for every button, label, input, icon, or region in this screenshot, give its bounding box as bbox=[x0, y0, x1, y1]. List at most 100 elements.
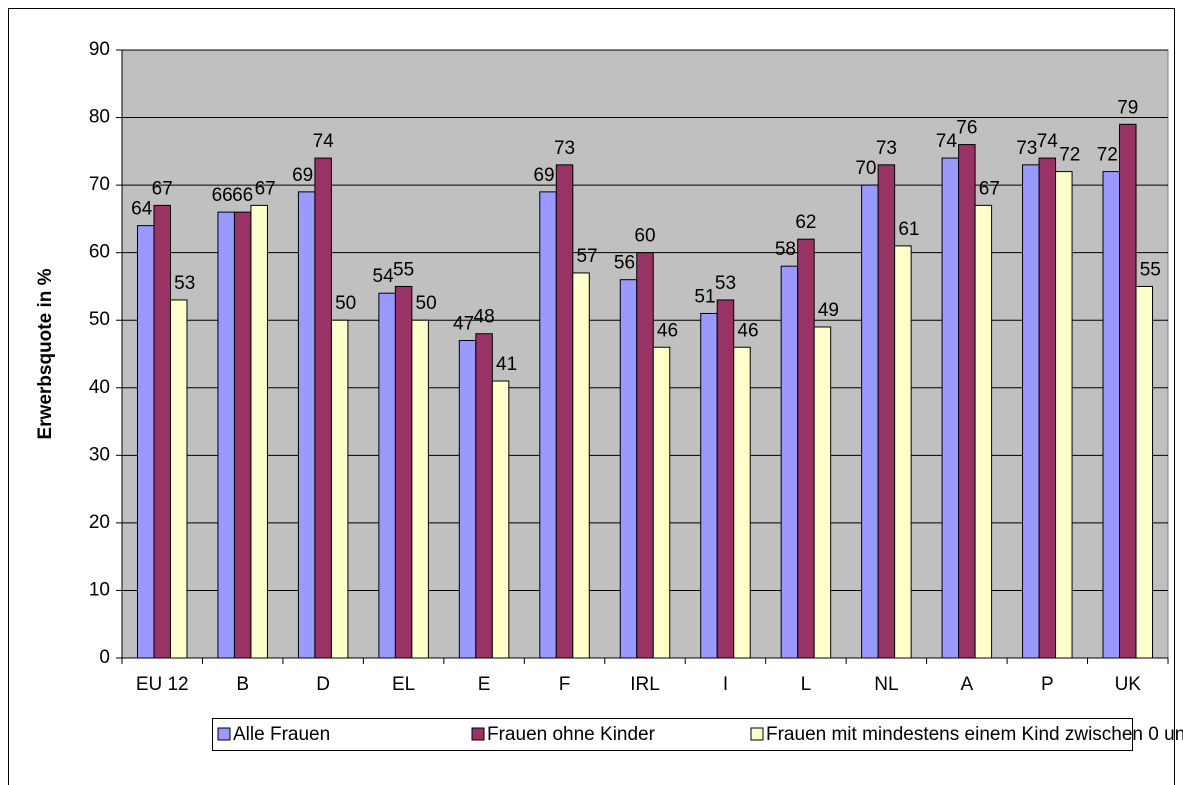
x-tick-label: UK bbox=[1115, 674, 1142, 695]
data-label: 66 bbox=[232, 185, 253, 206]
bar bbox=[652, 346, 671, 659]
x-tick-label: B bbox=[236, 674, 249, 695]
data-label: 64 bbox=[131, 199, 153, 220]
chart-border bbox=[8, 8, 1175, 785]
data-label: 50 bbox=[335, 293, 356, 314]
bar bbox=[700, 312, 718, 659]
bar bbox=[555, 164, 574, 659]
bar bbox=[458, 339, 477, 659]
y-tick-label: 60 bbox=[89, 242, 110, 263]
data-label: 72 bbox=[1059, 145, 1080, 166]
data-label: 46 bbox=[737, 320, 758, 341]
bar bbox=[941, 157, 960, 659]
data-label: 69 bbox=[292, 165, 313, 186]
bar bbox=[297, 191, 316, 659]
data-label: 76 bbox=[956, 118, 977, 139]
bar bbox=[733, 346, 751, 659]
data-label: 46 bbox=[657, 320, 678, 341]
legend-label: Frauen mit mindestens einem Kind zwische… bbox=[766, 724, 1183, 745]
data-label: 67 bbox=[255, 178, 276, 199]
x-tick-label: F bbox=[559, 674, 571, 695]
bar bbox=[572, 272, 590, 659]
x-tick-label: P bbox=[1041, 674, 1054, 695]
y-tick-label: 0 bbox=[99, 647, 110, 668]
bar bbox=[217, 211, 235, 659]
bar bbox=[233, 211, 252, 659]
bar bbox=[1022, 164, 1040, 659]
data-label: 74 bbox=[936, 131, 958, 152]
bar bbox=[1102, 171, 1121, 659]
bar bbox=[1038, 157, 1057, 659]
bar bbox=[1055, 171, 1073, 659]
bar bbox=[861, 184, 879, 659]
data-label: 69 bbox=[533, 165, 554, 186]
y-tick-label: 40 bbox=[89, 377, 110, 398]
data-label: 67 bbox=[979, 178, 1000, 199]
bar bbox=[1135, 285, 1154, 659]
data-label: 56 bbox=[614, 253, 635, 274]
bar bbox=[169, 299, 188, 659]
data-label: 61 bbox=[898, 219, 919, 240]
bar bbox=[378, 292, 396, 659]
y-axis-title: Erwerbsquote in % bbox=[35, 268, 56, 439]
bar bbox=[330, 319, 349, 659]
bar bbox=[394, 285, 413, 659]
bar bbox=[475, 333, 493, 659]
data-label: 74 bbox=[1037, 131, 1059, 152]
y-tick-label: 30 bbox=[89, 444, 110, 465]
legend-label: Alle Frauen bbox=[233, 724, 330, 745]
bar bbox=[636, 252, 654, 659]
data-label: 53 bbox=[715, 273, 736, 294]
legend-swatch bbox=[750, 727, 764, 741]
data-label: 54 bbox=[373, 266, 395, 287]
bar bbox=[813, 326, 832, 659]
x-tick-label: NL bbox=[874, 674, 898, 695]
bar bbox=[958, 144, 976, 659]
data-label: 41 bbox=[496, 354, 517, 375]
data-label: 55 bbox=[393, 259, 414, 280]
x-tick-label: D bbox=[316, 674, 330, 695]
y-tick-label: 90 bbox=[89, 39, 110, 60]
data-label: 72 bbox=[1097, 145, 1118, 166]
bar bbox=[780, 265, 799, 659]
legend-swatch bbox=[471, 727, 485, 741]
data-label: 50 bbox=[416, 293, 437, 314]
data-label: 48 bbox=[474, 307, 495, 328]
data-label: 73 bbox=[876, 138, 897, 159]
data-label: 57 bbox=[576, 246, 597, 267]
data-label: 47 bbox=[453, 314, 474, 335]
legend-box bbox=[212, 718, 1133, 751]
bar bbox=[894, 245, 912, 659]
bar bbox=[619, 279, 638, 659]
bar bbox=[1119, 123, 1137, 659]
y-tick-label: 80 bbox=[89, 107, 110, 128]
bar bbox=[411, 319, 429, 659]
x-tick-label: EU 12 bbox=[136, 674, 189, 695]
y-tick-label: 70 bbox=[89, 174, 110, 195]
bar bbox=[974, 204, 993, 659]
bar bbox=[797, 238, 815, 659]
x-tick-label: I bbox=[723, 674, 728, 695]
y-tick-label: 20 bbox=[89, 512, 110, 533]
data-label: 60 bbox=[634, 226, 655, 247]
legend-label: Frauen ohne Kinder bbox=[487, 724, 656, 745]
data-label: 79 bbox=[1117, 97, 1138, 118]
bar bbox=[153, 204, 171, 659]
bar bbox=[539, 191, 557, 659]
y-tick-label: 10 bbox=[89, 579, 110, 600]
y-tick-label: 50 bbox=[89, 309, 110, 330]
x-tick-label: L bbox=[801, 674, 812, 695]
x-tick-label: A bbox=[961, 674, 974, 695]
data-label: 51 bbox=[694, 286, 715, 307]
data-label: 55 bbox=[1140, 259, 1161, 280]
data-label: 67 bbox=[152, 178, 173, 199]
data-label: 73 bbox=[554, 138, 575, 159]
bar bbox=[314, 157, 332, 659]
data-label: 66 bbox=[212, 185, 233, 206]
data-label: 62 bbox=[795, 212, 816, 233]
bar bbox=[250, 204, 268, 659]
data-label: 58 bbox=[775, 239, 796, 260]
x-tick-label: IRL bbox=[630, 674, 660, 695]
bar bbox=[491, 380, 510, 659]
x-tick-label: E bbox=[478, 674, 491, 695]
